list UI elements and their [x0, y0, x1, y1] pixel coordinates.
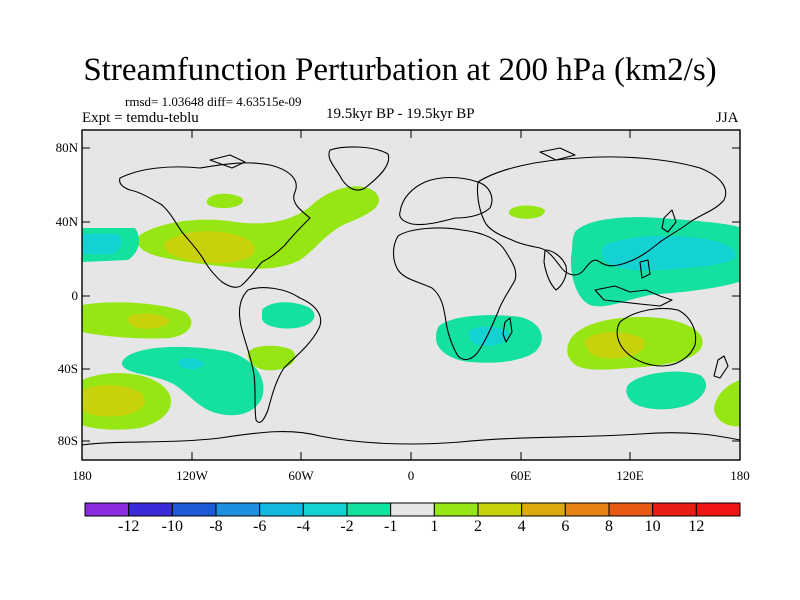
colorbar-label: -1	[383, 518, 398, 535]
axis-ticks	[81, 130, 741, 460]
coastline-asia	[476, 156, 727, 276]
y-tick-label: 40N	[55, 214, 78, 229]
contour-region	[601, 236, 736, 271]
colorbar-label: 2	[474, 518, 482, 535]
coastline-europe	[399, 176, 493, 226]
colorbar	[84, 502, 741, 517]
x-tick-label: 180	[72, 468, 92, 483]
colorbar-label: -4	[296, 518, 310, 535]
contour-region	[128, 313, 170, 329]
colorbar-swatch	[171, 502, 217, 517]
colorbar-swatch	[390, 502, 435, 517]
contour-region	[82, 234, 122, 254]
colorbar-swatch	[433, 502, 479, 517]
colorbar-swatch	[608, 502, 654, 517]
colorbar-swatch	[652, 502, 697, 517]
contour-region	[206, 193, 243, 208]
coastline-philippines	[639, 259, 651, 279]
x-tick-label: 120E	[616, 468, 644, 483]
colorbar-swatch	[215, 502, 261, 517]
coastline-antarctica	[82, 431, 740, 446]
colorbar-label: 8	[605, 518, 613, 535]
y-tick-label: 40S	[57, 361, 78, 376]
colorbar-swatch	[259, 502, 304, 517]
colorbar-label: 12	[688, 518, 705, 535]
contour-region	[626, 371, 707, 410]
coastline-madagascar	[502, 317, 513, 343]
period-label: 19.5kyr BP - 19.5kyr BP	[326, 106, 475, 122]
contour-region	[121, 346, 264, 416]
colorbar-label: -2	[340, 518, 354, 535]
colorbar-swatch	[477, 502, 523, 517]
coastline-india	[543, 249, 567, 291]
colorbar-label: 4	[517, 518, 526, 535]
contour-fills	[82, 186, 740, 430]
x-tick-label: 60E	[510, 468, 532, 483]
colorbar-label: -12	[117, 518, 140, 535]
coastline-indonesia	[594, 285, 673, 307]
contour-region	[714, 380, 740, 427]
colorbar-swatch	[128, 502, 173, 517]
coastlines	[82, 146, 740, 446]
map-panel	[82, 130, 740, 460]
contour-region	[177, 357, 204, 370]
colorbar-label: 10	[644, 518, 661, 535]
x-tick-label: 0	[407, 468, 415, 483]
contour-region	[508, 205, 545, 219]
colorbar-label: 6	[561, 518, 570, 535]
contour-region	[82, 385, 145, 417]
x-tick-label: 120W	[176, 468, 208, 483]
x-tick-label: 60W	[288, 468, 314, 483]
chart-title: Streamfunction Perturbation at 200 hPa (…	[83, 52, 717, 88]
colorbar-label: -10	[161, 518, 183, 535]
coastline-australia	[616, 307, 697, 367]
x-tick-label: 180	[730, 468, 750, 483]
y-tick-label: 80N	[55, 140, 78, 155]
coastline-new-zealand	[713, 355, 729, 379]
colorbar-swatch	[84, 502, 130, 517]
stats-text: rmsd= 1.03648 diff= 4.63515e-09	[125, 94, 302, 109]
season-label: JJA	[716, 110, 739, 126]
coastline-arctic	[209, 147, 576, 169]
experiment-label: Expt = temdu-teblu	[82, 110, 199, 126]
colorbar-swatch	[564, 502, 610, 517]
colorbar-swatch	[302, 502, 348, 517]
contour-region	[468, 326, 509, 346]
contour-region	[262, 302, 315, 329]
colorbar-swatch	[695, 502, 741, 517]
colorbar-label: 1	[430, 518, 439, 535]
coastline-south-america	[238, 287, 322, 423]
coastline-africa	[392, 227, 517, 361]
y-tick-label: 80S	[57, 433, 78, 448]
contour-region	[164, 231, 255, 264]
colorbar-label: -8	[209, 518, 223, 535]
contour-region	[585, 332, 645, 359]
coastline-greenland	[328, 146, 390, 191]
contour-region	[247, 345, 296, 371]
colorbar-swatch	[521, 502, 566, 517]
coastline-japan	[661, 209, 677, 233]
colorbar-label: -6	[252, 518, 267, 535]
y-tick-label: 0	[71, 288, 79, 303]
coastline-north-america	[119, 162, 311, 288]
colorbar-swatch	[346, 502, 392, 517]
